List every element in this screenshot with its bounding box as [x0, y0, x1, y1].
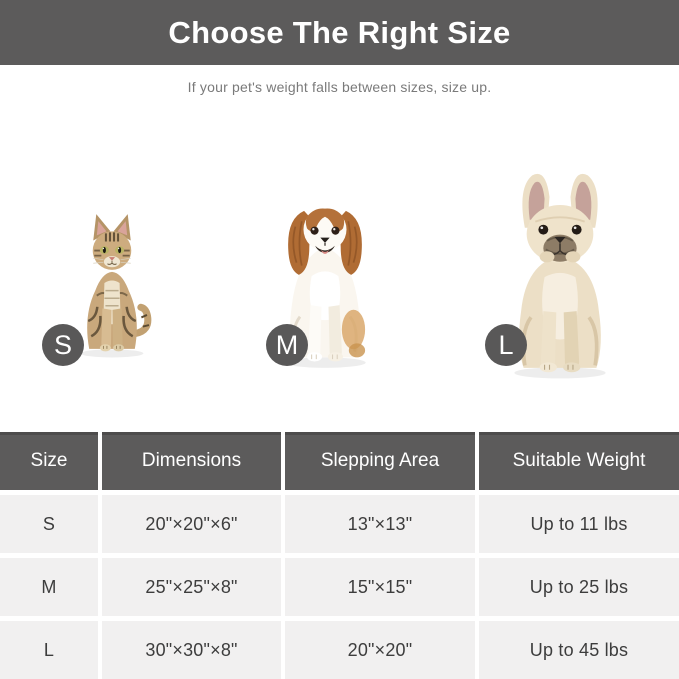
table-cell-sleeping-area-m: 15"×15": [285, 558, 475, 616]
column-header-dimensions: Dimensions: [102, 432, 281, 490]
spaniel-dog-photo: [274, 183, 376, 369]
table-cell-size-s: S: [0, 495, 98, 553]
table-cell-sleeping-area-s: 13"×13": [285, 495, 475, 553]
french-bulldog-illustration: [514, 173, 606, 379]
size-badge-m: M: [266, 324, 308, 366]
column-header-size: Size: [0, 432, 98, 490]
table-cell-weight-m: Up to 25 lbs: [479, 558, 679, 616]
size-up-note: If your pet's weight falls between sizes…: [187, 79, 492, 95]
header-banner: Choose The Right Size: [0, 0, 679, 65]
bulldog-photo: [507, 163, 613, 379]
cat-photo: [72, 207, 152, 359]
size-badge-s: S: [42, 324, 84, 366]
table-cell-dimensions-m: 25"×25"×8": [102, 558, 281, 616]
tabby-cat-illustration: [80, 214, 152, 358]
table-cell-dimensions-l: 30"×30"×8": [102, 621, 281, 679]
cavalier-spaniel-illustration: [284, 207, 366, 368]
table-cell-weight-l: Up to 45 lbs: [479, 621, 679, 679]
table-cell-size-l: L: [0, 621, 98, 679]
column-header-sleeping-area: Slepping Area: [285, 432, 475, 490]
pet-size-examples: S M L: [0, 95, 679, 429]
size-badge-l: L: [485, 324, 527, 366]
size-table: Size Dimensions Slepping Area Suitable W…: [0, 432, 679, 679]
table-cell-size-m: M: [0, 558, 98, 616]
table-cell-sleeping-area-l: 20"×20": [285, 621, 475, 679]
table-cell-weight-s: Up to 11 lbs: [479, 495, 679, 553]
column-header-suitable-weight: Suitable Weight: [479, 432, 679, 490]
table-cell-dimensions-s: 20"×20"×6": [102, 495, 281, 553]
page-title: Choose The Right Size: [168, 14, 511, 50]
